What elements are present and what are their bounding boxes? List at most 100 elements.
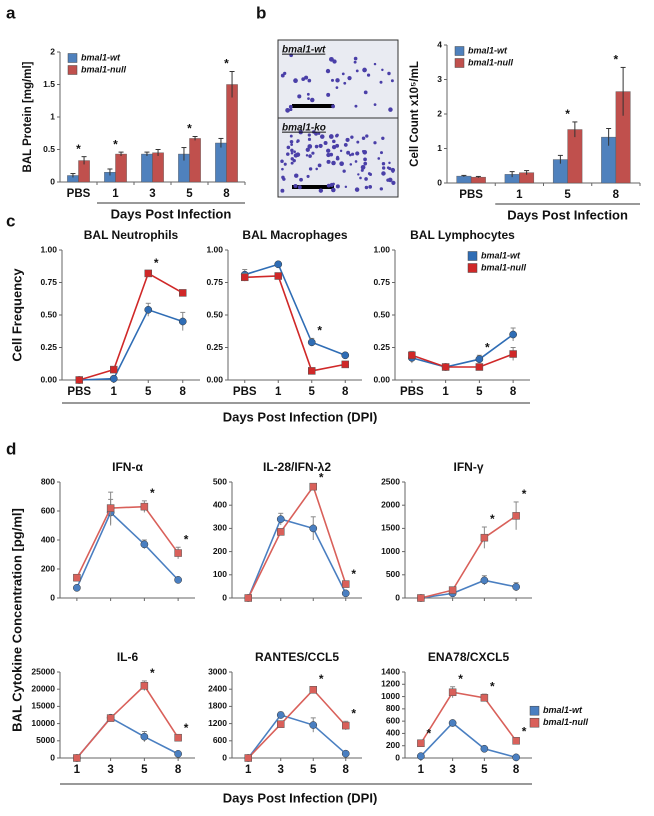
panel-letter: b <box>256 3 266 22</box>
marker <box>73 573 81 582</box>
x-tick-label: 8 <box>613 189 620 201</box>
cell <box>307 133 311 137</box>
legend-swatch <box>467 251 478 261</box>
cell <box>354 160 358 163</box>
y-tick-label: 0 <box>395 592 400 602</box>
legend-label: bmal1-null <box>468 57 514 67</box>
cell <box>379 187 383 191</box>
line <box>247 518 347 599</box>
bar <box>189 138 201 183</box>
cell <box>357 173 360 176</box>
x-tick-label: 5 <box>310 764 317 776</box>
y-tick-label: 0.00 <box>206 374 223 384</box>
y-tick-label: 0 <box>437 177 442 187</box>
cell <box>373 103 377 106</box>
cell <box>362 67 367 73</box>
cell <box>286 152 290 156</box>
cell <box>285 107 290 113</box>
cell <box>345 137 350 142</box>
cell <box>363 90 368 95</box>
marker <box>341 589 350 598</box>
bar <box>115 153 127 183</box>
bar <box>226 84 238 183</box>
cell <box>342 169 346 173</box>
cell <box>373 62 377 66</box>
marker <box>140 502 149 511</box>
x-tick-label: 5 <box>476 386 483 398</box>
marker <box>174 576 182 584</box>
cell <box>311 151 315 155</box>
marker <box>309 686 317 694</box>
y-tick-label: 100 <box>213 569 227 579</box>
marker <box>448 719 457 727</box>
significance-star: * <box>490 679 495 693</box>
significance-star: * <box>150 486 155 500</box>
cell <box>364 185 369 190</box>
marker <box>140 540 149 549</box>
cell <box>318 188 324 193</box>
y-tick-label: 1 <box>437 143 442 153</box>
marker <box>509 330 517 339</box>
marker <box>509 350 517 358</box>
cell <box>319 134 325 139</box>
marker <box>342 721 350 730</box>
chart-title: IL-28/IFN-λ2 <box>263 460 331 474</box>
y-tick-label: 1200 <box>381 679 400 689</box>
cell <box>368 185 373 189</box>
legend-label: bmal1-wt <box>543 705 583 715</box>
cell <box>297 185 302 190</box>
x-tick-label: 5 <box>481 764 488 776</box>
marker <box>475 355 484 364</box>
cell <box>288 104 293 109</box>
legend-label: bmal1-null <box>81 64 127 74</box>
cell <box>290 161 294 165</box>
cell <box>353 60 357 64</box>
y-axis-label: BAL Protein [mg/ml] <box>22 61 34 172</box>
marker <box>408 351 416 360</box>
chart-title: IFN-γ <box>454 460 484 474</box>
cell <box>339 161 344 167</box>
marker <box>480 576 489 585</box>
cell <box>335 78 340 83</box>
cell <box>361 136 366 140</box>
x-tick-label: 1 <box>516 189 523 201</box>
marker <box>106 504 115 512</box>
cell <box>343 143 348 147</box>
cell <box>346 150 351 155</box>
significance-star: * <box>458 672 463 686</box>
line <box>76 505 179 579</box>
panel-letter: d <box>6 439 16 458</box>
cell <box>330 78 334 82</box>
y-tick-label: 400 <box>41 534 55 544</box>
y-tick-label: 3000 <box>208 666 227 676</box>
cell <box>363 157 367 162</box>
y-tick-label: 200 <box>213 546 227 556</box>
cell <box>312 130 316 134</box>
y-tick-label: 0 <box>50 592 55 602</box>
cell <box>356 140 360 144</box>
x-tick-label: 1 <box>418 764 425 776</box>
x-tick-label: 8 <box>223 188 230 200</box>
cell <box>289 140 294 144</box>
panel-letter: a <box>6 3 16 22</box>
cell <box>331 144 337 150</box>
cell <box>315 167 318 171</box>
legend-swatch <box>529 705 540 716</box>
cell <box>308 167 313 171</box>
y-tick-label: 1000 <box>381 546 400 556</box>
x-tick-label: 1 <box>74 764 81 776</box>
marker <box>341 360 349 369</box>
cell <box>317 132 321 135</box>
cell <box>326 148 331 153</box>
micrographs: bmal1-wt bmal1-ko <box>277 39 399 198</box>
x-tick-label: 8 <box>175 764 182 776</box>
y-tick-label: 0.50 <box>373 309 390 319</box>
cell <box>341 72 345 76</box>
cell <box>295 152 301 157</box>
y-tick-label: 200 <box>41 563 55 573</box>
legend-swatch <box>529 717 540 728</box>
significance-star: * <box>490 512 495 526</box>
x-tick-label: 8 <box>513 764 520 776</box>
y-tick-label: 0.25 <box>40 342 57 352</box>
cell <box>335 134 339 138</box>
